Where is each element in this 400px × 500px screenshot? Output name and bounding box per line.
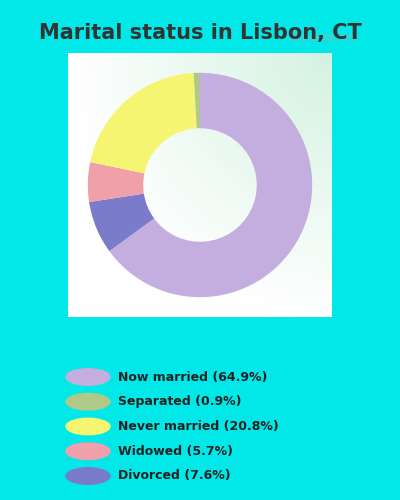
Text: Now married (64.9%): Now married (64.9%) <box>118 370 267 384</box>
Circle shape <box>66 468 110 484</box>
Circle shape <box>66 369 110 385</box>
Text: Marital status in Lisbon, CT: Marital status in Lisbon, CT <box>39 22 361 42</box>
Text: City-Data.com: City-Data.com <box>289 33 358 43</box>
Circle shape <box>66 394 110 410</box>
Wedge shape <box>194 73 200 128</box>
Wedge shape <box>88 162 144 202</box>
Circle shape <box>66 443 110 460</box>
Text: Never married (20.8%): Never married (20.8%) <box>118 420 279 433</box>
Wedge shape <box>90 73 197 174</box>
Text: Divorced (7.6%): Divorced (7.6%) <box>118 470 231 482</box>
Wedge shape <box>89 194 154 251</box>
Text: Separated (0.9%): Separated (0.9%) <box>118 395 242 408</box>
Wedge shape <box>109 73 312 297</box>
Text: Widowed (5.7%): Widowed (5.7%) <box>118 445 233 458</box>
Circle shape <box>66 418 110 435</box>
